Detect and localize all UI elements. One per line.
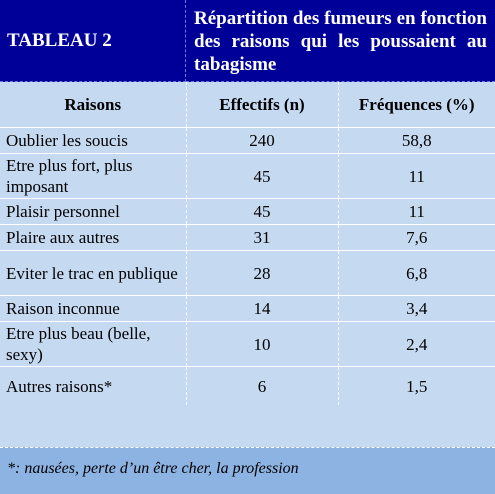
cell-frequency: 58,8 [337, 127, 495, 154]
table-footnote: *: nausées, perte d’un être cher, la pro… [0, 447, 495, 494]
cell-reason: Etre plus beau (belle, sexy) [0, 321, 186, 367]
table-row: Etre plus fort, plus imposant 45 11 [0, 153, 495, 199]
cell-reason: Plaisir personnel [0, 198, 186, 225]
cell-reason: Plaire aux autres [0, 224, 186, 251]
table-row: Autres raisons* 6 1,5 [0, 366, 495, 405]
cell-frequency: 1,5 [337, 366, 495, 405]
table-row: Plaire aux autres 31 7,6 [0, 224, 495, 251]
cell-count: 240 [185, 127, 338, 154]
table-row: Plaisir personnel 45 11 [0, 198, 495, 225]
cell-count: 28 [185, 250, 338, 296]
table-label: TABLEAU 2 [0, 0, 186, 82]
column-header-counts: Effectifs (n) [185, 82, 338, 128]
table-row: Eviter le trac en publique 28 6,8 [0, 250, 495, 296]
cell-count: 6 [185, 366, 338, 405]
cell-reason: Oublier les soucis [0, 127, 186, 154]
title-bar: TABLEAU 2 Répartition des fumeurs en fon… [0, 0, 495, 82]
cell-reason: Eviter le trac en publique [0, 250, 186, 296]
cell-frequency: 7,6 [337, 224, 495, 251]
cell-count: 31 [185, 224, 338, 251]
cell-frequency: 11 [337, 153, 495, 199]
table-row: Oublier les soucis 240 58,8 [0, 127, 495, 154]
table-row: Raison inconnue 14 3,4 [0, 295, 495, 322]
cell-count: 14 [185, 295, 338, 322]
cell-count: 10 [185, 321, 338, 367]
cell-count: 45 [185, 153, 338, 199]
cell-frequency: 3,4 [337, 295, 495, 322]
header-row: Raisons Effectifs (n) Fréquences (%) [0, 82, 495, 128]
cell-reason: Etre plus fort, plus imposant [0, 153, 186, 199]
table-row: Etre plus beau (belle, sexy) 10 2,4 [0, 321, 495, 367]
cell-frequency: 2,4 [337, 321, 495, 367]
data-table: Raisons Effectifs (n) Fréquences (%) Oub… [0, 82, 495, 405]
cell-reason: Raison inconnue [0, 295, 186, 322]
table-caption: Répartition des fumeurs en fonction des … [186, 0, 495, 82]
cell-reason: Autres raisons* [0, 366, 186, 405]
column-header-reasons: Raisons [0, 82, 186, 128]
cell-frequency: 11 [337, 198, 495, 225]
column-header-frequencies: Fréquences (%) [337, 82, 495, 128]
cell-frequency: 6,8 [337, 250, 495, 296]
cell-count: 45 [185, 198, 338, 225]
